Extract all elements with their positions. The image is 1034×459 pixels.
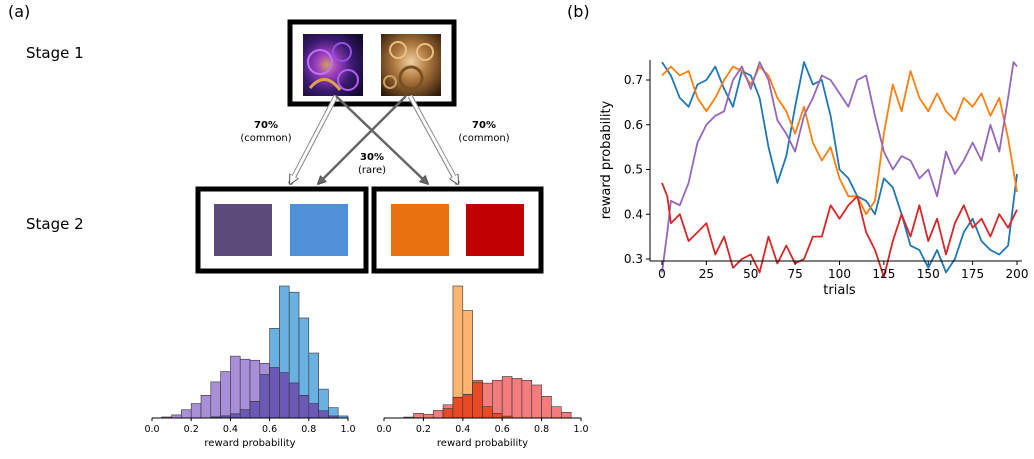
x-tick-label: 100 [828,267,851,281]
histogram-overlap-bar [472,381,483,419]
histogram-left: 0.0 0.2 0.4 0.6 0.8 1.0 reward probability [144,285,356,449]
y-tick-label: 0.7 [624,73,643,87]
panel-b-label: (b) [567,2,590,21]
stage-2-box-left [195,186,369,274]
histogram-bar [501,376,513,419]
histogram-overlap-bar [482,406,493,419]
histogram-overlap-bar [259,374,270,419]
stimulus-purple [214,204,272,256]
series-line [661,61,1018,273]
x-tick-label: 0.4 [455,424,470,435]
x-tick-label: 125 [872,267,895,281]
x-tick-label: 1.0 [340,424,355,435]
reward-probability-line-chart: 0 25 50 75 100 125 150 175 200 0.3 0.4 0.5 0.6 0.7 tri… [599,60,1028,298]
x-tick-label: 50 [743,267,758,281]
histogram-bar [432,410,444,419]
x-tick-label: 1.0 [573,424,588,435]
histogram-overlap-bar [279,372,290,419]
stimulus-red [466,204,524,256]
x-axis-label: trials [823,283,856,298]
histogram-bar [220,371,231,419]
y-tick-label: 0.4 [624,207,643,221]
histogram-overlap-bar [298,395,310,419]
stimulus-orange [391,204,449,256]
y-tick-label: 0.5 [624,163,643,177]
stage-1-label: Stage 1 [26,44,84,62]
y-tick-label: 0.3 [624,252,643,266]
histogram-bar [230,355,241,419]
x-tick-label: 75 [787,267,802,281]
rare-arrow-right [335,95,428,184]
y-axis-label: reward probability [599,100,614,219]
histogram-bar [413,412,424,419]
histogram-bar [551,406,562,419]
histogram-bar [423,413,434,419]
x-tick-label: 0.0 [144,424,159,435]
rare-pct: 30% [360,152,384,163]
series-line [661,61,1018,274]
x-tick-label: 0.8 [301,424,316,435]
histogram-bar [181,409,192,419]
transition-arrows [287,94,461,184]
x-tick-label: 175 [961,267,984,281]
rare-word: (rare) [358,165,386,176]
histogram-bar [560,412,572,419]
x-tick-label: 0.8 [534,424,549,435]
stage-2-box-right [371,186,544,274]
common-right-pct: 70% [472,120,496,131]
x-tick-label: 150 [917,267,940,281]
x-tick-label: 0.6 [495,424,510,435]
histogram-overlap-bar [239,409,251,419]
stage-1-box [287,19,457,107]
histogram-bar [492,379,503,419]
x-tick-label: 0.6 [262,424,277,435]
histogram-bar [511,378,523,419]
stage-2-label: Stage 2 [26,215,84,233]
x-tick-label: 0.2 [416,424,431,435]
common-right-word: (common) [458,133,509,144]
histogram-overlap-bar [452,396,464,419]
stimulus-blue [290,204,348,256]
histogram-overlap-bar [249,401,261,419]
series-line [661,182,1018,278]
histogram-overlap-bar [462,394,473,419]
histogram-bar [521,379,533,419]
common-left-pct: 70% [254,120,278,131]
histogram-right: 0.0 0.2 0.4 0.6 0.8 1.0 reward probability [376,285,589,449]
histogram-bar [531,384,542,419]
x-tick-label: 0 [658,267,666,281]
histogram-bar [210,381,221,419]
panel-a-label: (a) [8,2,30,21]
fractal-image-brown [381,34,441,96]
x-tick-label: 25 [699,267,714,281]
rare-arrow-left [318,95,407,184]
histogram-overlap-bar [308,403,319,419]
histogram-overlap-bar [318,410,329,419]
histogram-overlap-bar [288,382,300,419]
fractal-image-purple [303,34,363,96]
x-tick-label: 0.4 [223,424,238,435]
histogram-bar [190,403,202,419]
histogram-bar [239,358,251,419]
histogram-bar [200,395,212,419]
x-tick-label: 200 [1006,267,1029,281]
x-axis-label: reward probability [204,438,295,449]
histogram-bar [541,396,552,419]
histogram-overlap-bar [269,367,280,419]
histogram-overlap-bar [442,408,454,419]
x-tick-label: 0.0 [376,424,391,435]
histogram-overlap-bar [492,412,503,419]
series-line [661,65,1018,216]
histogram-overlap-bar [230,413,241,419]
x-axis-label: reward probability [437,438,528,449]
y-tick-label: 0.6 [624,118,643,132]
x-tick-label: 0.2 [184,424,199,435]
common-left-word: (common) [240,133,291,144]
